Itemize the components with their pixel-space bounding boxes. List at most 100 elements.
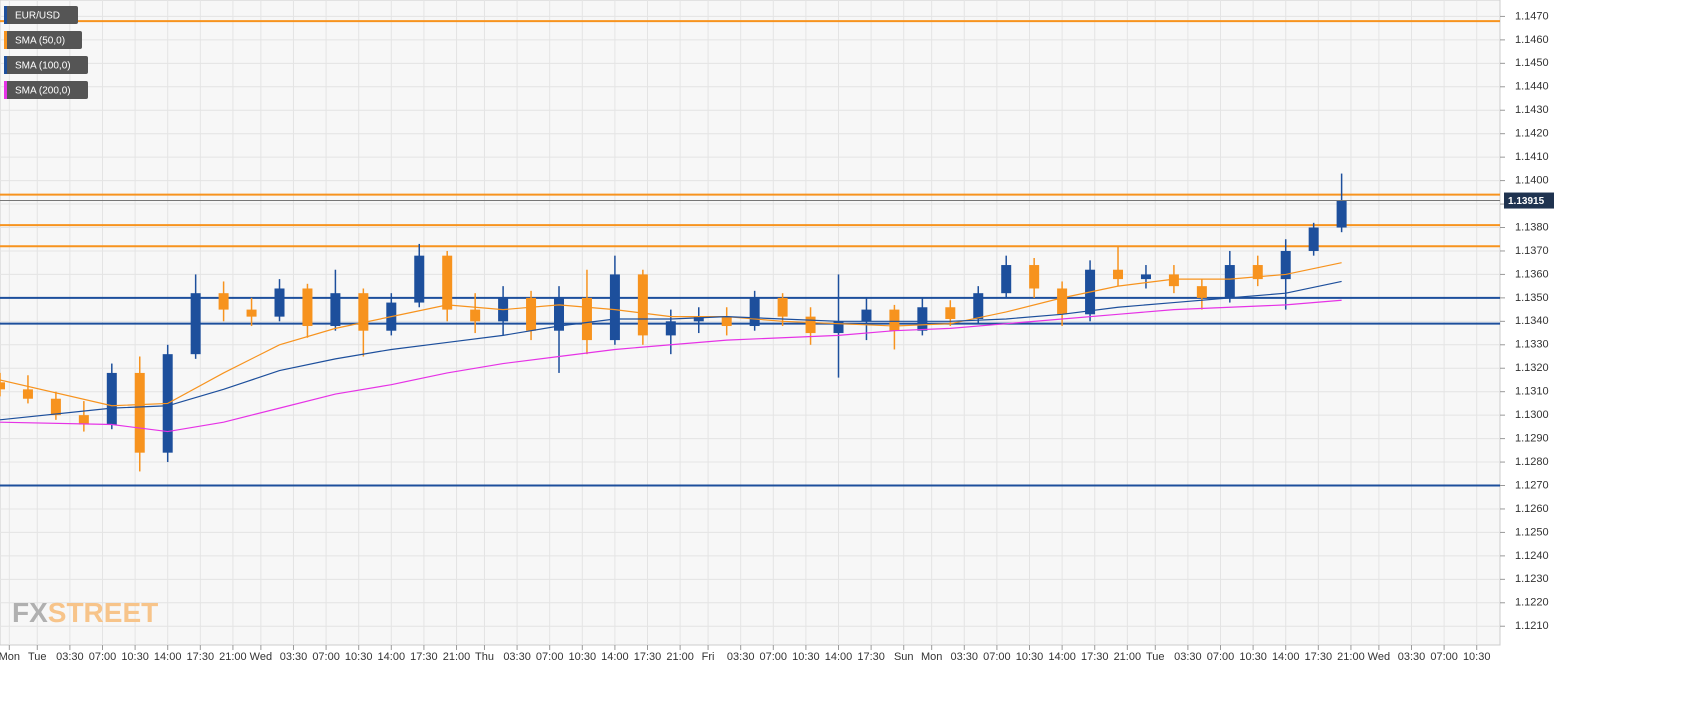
candle-body [1113,269,1124,280]
candle-body [330,293,341,327]
legend-label: EUR/USD [15,11,60,22]
candle-body [246,309,257,317]
y-tick-label: 1.1410 [1515,151,1549,163]
candle-body [0,382,5,390]
legend-box [4,56,88,74]
x-tick-label: 17:30 [857,651,885,663]
watermark: FXSTREET [12,597,158,628]
legend-swatch [4,81,7,99]
candle-body [609,274,620,341]
candle-body [1001,265,1012,294]
y-tick-label: 1.1340 [1515,315,1549,327]
x-tick-label: 07:00 [536,651,564,663]
candle-body [1057,288,1068,315]
x-tick-label: 03:30 [727,651,755,663]
candle-body [218,293,229,310]
candle-body [1140,274,1151,280]
y-tick-label: 1.1350 [1515,292,1549,304]
x-tick-label: 14:00 [601,651,629,663]
x-tick-label: 21:00 [1337,651,1365,663]
candle-body [22,389,33,399]
x-tick-label: 03:30 [280,651,308,663]
x-tick-label: 07:00 [1207,651,1235,663]
x-tick-label: 10:30 [1016,651,1044,663]
candle-body [106,372,117,425]
y-tick-label: 1.1440 [1515,81,1549,93]
legend-swatch [4,6,7,24]
y-tick-label: 1.1270 [1515,479,1549,491]
candle-body [833,321,844,334]
candle-body [554,297,565,331]
candle-body [1336,200,1347,228]
candle-body [917,307,928,331]
y-tick-label: 1.1300 [1515,409,1549,421]
x-tick-label: 07:00 [89,651,117,663]
x-tick-label: 17:30 [634,651,662,663]
candle-body [665,321,676,336]
x-tick-label: 07:00 [1430,651,1458,663]
x-tick-label: 07:00 [760,651,788,663]
watermark-part: FX [12,597,48,628]
candle-body [693,316,704,322]
x-tick-label: Mon [921,651,942,663]
candle-body [973,293,984,319]
candle-body [134,372,145,453]
x-tick-label: Thu [475,651,494,663]
y-tick-label: 1.1330 [1515,339,1549,351]
y-tick-label: 1.1220 [1515,597,1549,609]
candle-body [777,297,788,317]
sma-line [0,262,1342,407]
candle-body [1224,265,1235,298]
candle-body [414,255,425,303]
x-tick-label: 14:00 [1272,651,1300,663]
legend-box [4,6,78,24]
y-tick-label: 1.1280 [1515,456,1549,468]
x-tick-label: 10:30 [569,651,597,663]
x-tick-label: 21:00 [219,651,247,663]
legend-swatch [4,31,7,49]
x-tick-label: 03:30 [56,651,84,663]
y-tick-label: 1.1290 [1515,433,1549,445]
x-tick-label: Wed [250,651,272,663]
sma-line [0,299,1342,433]
candle-body [945,307,956,319]
candle-body [358,293,369,331]
x-tick-label: 14:00 [825,651,853,663]
candle-body [442,255,453,310]
candle-body [805,316,816,334]
last-price-label: 1.13915 [1508,196,1545,207]
y-tick-label: 1.1460 [1515,34,1549,46]
y-tick-label: 1.1230 [1515,573,1549,585]
x-tick-label: 14:00 [1048,651,1076,663]
y-tick-label: 1.1380 [1515,221,1549,233]
legend-label: SMA (50,0) [15,36,65,47]
legend-swatch [4,56,7,74]
candle-body [470,309,481,322]
sma-line [0,280,1342,421]
candle-body [302,288,313,327]
y-tick-label: 1.1320 [1515,362,1549,374]
candle-body [1196,286,1207,298]
legend-box [4,31,82,49]
candle-body [1252,265,1263,280]
y-tick-label: 1.1430 [1515,104,1549,116]
x-tick-label: Sun [894,651,914,663]
candle-body [1308,227,1319,251]
candle-body [581,297,592,341]
y-tick-label: 1.1310 [1515,386,1549,398]
x-tick-label: Tue [28,651,47,663]
candle-body [190,293,201,355]
legend-label: SMA (200,0) [15,86,71,97]
candle-body [861,309,872,322]
y-tick-label: 1.1370 [1515,245,1549,257]
x-tick-label: Mon [0,651,20,663]
x-tick-label: 17:30 [187,651,215,663]
candle-body [526,297,537,331]
x-tick-label: 17:30 [1081,651,1109,663]
y-tick-label: 1.1250 [1515,526,1549,538]
y-tick-label: 1.1260 [1515,503,1549,515]
legend-box [4,81,88,99]
x-tick-label: 21:00 [666,651,694,663]
candle-body [637,274,648,336]
